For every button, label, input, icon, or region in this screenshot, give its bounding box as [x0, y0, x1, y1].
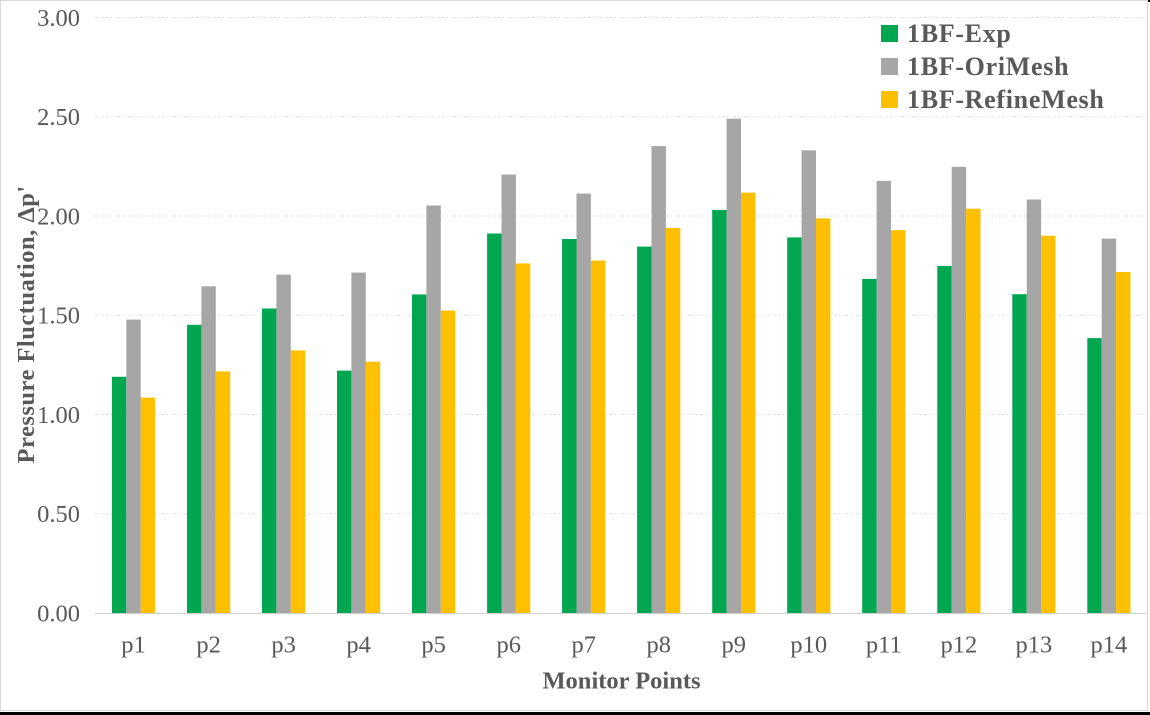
svg-text:Pressure Fluctuation, Δp': Pressure Fluctuation, Δp' [13, 185, 40, 463]
svg-text:1.00: 1.00 [37, 402, 80, 429]
svg-text:p14: p14 [1091, 632, 1128, 659]
svg-text:p6: p6 [496, 632, 521, 659]
svg-text:p7: p7 [571, 632, 596, 659]
svg-text:1.50: 1.50 [37, 303, 80, 330]
svg-text:0.00: 0.00 [37, 600, 80, 627]
svg-text:3.00: 3.00 [37, 5, 80, 32]
svg-text:2.00: 2.00 [37, 203, 80, 230]
svg-text:p2: p2 [196, 632, 221, 659]
svg-text:p4: p4 [346, 632, 371, 659]
svg-text:p5: p5 [421, 632, 446, 659]
svg-text:1BF-OriMesh: 1BF-OriMesh [907, 52, 1069, 81]
svg-text:0.50: 0.50 [37, 501, 80, 528]
svg-text:2.50: 2.50 [37, 104, 80, 131]
svg-text:p1: p1 [121, 632, 146, 659]
svg-text:1BF-RefineMesh: 1BF-RefineMesh [907, 85, 1105, 114]
svg-text:1BF-Exp: 1BF-Exp [907, 19, 1012, 48]
svg-text:p8: p8 [646, 632, 671, 659]
svg-text:p13: p13 [1016, 632, 1053, 659]
svg-text:p11: p11 [866, 632, 902, 659]
svg-text:p9: p9 [722, 632, 747, 659]
svg-text:p3: p3 [271, 632, 296, 659]
svg-text:p12: p12 [941, 632, 978, 659]
svg-text:Monitor Points: Monitor Points [542, 668, 700, 695]
svg-text:p10: p10 [790, 632, 827, 659]
